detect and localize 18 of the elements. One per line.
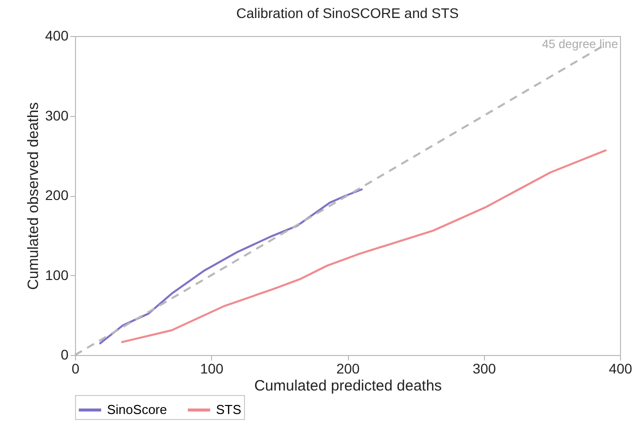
line-series bbox=[98, 188, 364, 345]
y-tick-label: 100 bbox=[45, 266, 69, 283]
y-tick-label: 200 bbox=[45, 187, 69, 203]
line-series bbox=[120, 149, 608, 344]
chart-title: Calibration of SinoSCORE and STS bbox=[236, 5, 459, 21]
x-tick-label: 100 bbox=[200, 360, 224, 376]
y-tick-label: 0 bbox=[60, 346, 69, 362]
y-tick-label: 300 bbox=[45, 107, 69, 124]
legend-label: STS bbox=[216, 402, 242, 417]
y-axis-title: Cumulated observed deaths bbox=[25, 102, 42, 290]
legend-label: SinoScore bbox=[107, 402, 167, 417]
x-tick-label: 0 bbox=[72, 360, 80, 376]
x-axis-title: Cumulated predicted deaths bbox=[254, 378, 442, 394]
x-tick-label: 200 bbox=[336, 360, 360, 376]
x-tick-label: 400 bbox=[608, 360, 632, 376]
y-tick-label: 400 bbox=[45, 28, 69, 44]
x-tick-label: 300 bbox=[472, 360, 496, 376]
annotation: 45 degree line bbox=[542, 37, 618, 51]
